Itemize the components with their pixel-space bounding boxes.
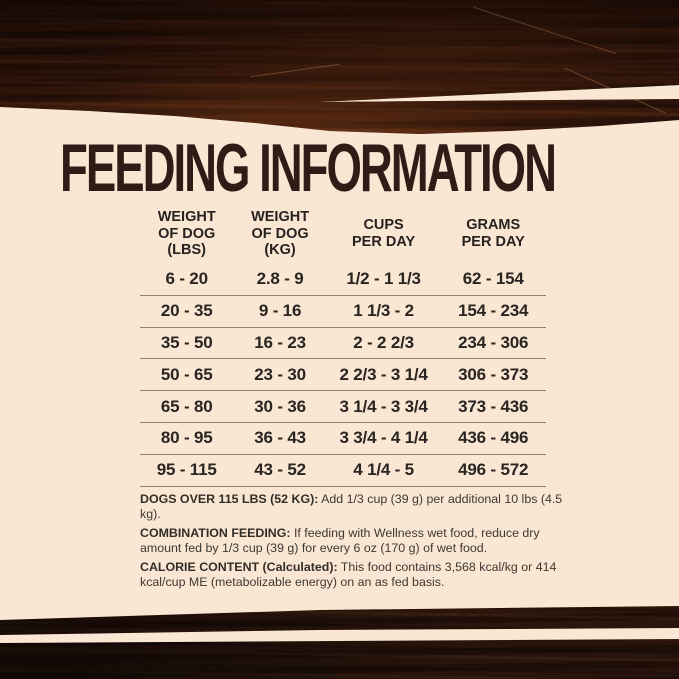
- weight-lbs-value: 50 - 65: [160, 364, 213, 384]
- footnote-text: This food contains 3,568 kcal/kg or 414 …: [140, 559, 557, 589]
- cups-per-day-value: 1 1/3 - 2: [353, 301, 414, 321]
- weight-kg-value: 2.8 - 9: [256, 269, 304, 289]
- weight-lbs-value: 80 - 95: [160, 428, 213, 448]
- table-row: 6 - 20 2.8 - 9 1/2 - 1 1/3 62 - 154: [140, 264, 546, 296]
- cups-per-day-value: 1/2 - 1 1/3: [346, 269, 421, 289]
- col-header-cups-per-day: CUPS PER DAY: [352, 217, 416, 250]
- table-row: 95 - 115 43 - 52 4 1/4 - 5 496 - 572: [140, 455, 546, 487]
- footnote: COMBINATION FEEDING: If feeding with Wel…: [140, 526, 566, 557]
- weight-kg-value: 43 - 52: [254, 460, 306, 480]
- table-row: 65 - 80 30 - 36 3 1/4 - 3 3/4 373 - 436: [140, 391, 546, 423]
- table-row: 20 - 35 9 - 16 1 1/3 - 2 154 - 234: [140, 296, 546, 328]
- weight-kg-value: 9 - 16: [258, 301, 302, 321]
- feeding-table-body: 6 - 20 2.8 - 9 1/2 - 1 1/3 62 - 154 20 -…: [140, 264, 546, 487]
- cups-per-day-value: 3 1/4 - 3 3/4: [339, 396, 428, 416]
- page-title: FEEDING INFORMATION: [60, 130, 557, 206]
- footnote-label: CALORIE CONTENT (Calculated):: [140, 559, 338, 574]
- wood-scratch: [473, 6, 617, 55]
- grams-per-day-value: 154 - 234: [458, 301, 529, 321]
- col-header-weight-lbs: WEIGHT OF DOG (LBS): [157, 208, 216, 259]
- weight-lbs-value: 95 - 115: [156, 460, 217, 480]
- cups-per-day-value: 2 2/3 - 3 1/4: [339, 364, 428, 384]
- cups-per-day-value: 2 - 2 2/3: [353, 332, 414, 352]
- footnote-label: DOGS OVER 115 LBS (52 KG):: [140, 492, 319, 506]
- cups-per-day-value: 4 1/4 - 5: [353, 460, 414, 480]
- table-row: 50 - 65 23 - 30 2 2/3 - 3 1/4 306 - 373: [140, 359, 546, 392]
- footnote-text: Add 1/3 cup (39 g) per additional 10 lbs…: [140, 492, 563, 522]
- weight-kg-value: 30 - 36: [254, 396, 306, 416]
- cups-per-day-value: 3 3/4 - 4 1/4: [339, 428, 428, 448]
- table-row: 80 - 95 36 - 43 3 3/4 - 4 1/4 436 - 496: [140, 423, 546, 455]
- col-header-grams-per-day: GRAMS PER DAY: [461, 217, 525, 250]
- grams-per-day-value: 496 - 572: [458, 460, 529, 480]
- feeding-table: WEIGHT OF DOG (LBS) WEIGHT OF DOG (KG) C…: [140, 204, 546, 487]
- weight-kg-value: 16 - 23: [254, 332, 306, 352]
- wood-scratch: [250, 63, 340, 78]
- grams-per-day-value: 234 - 306: [458, 332, 529, 352]
- footnote-label: COMBINATION FEEDING:: [140, 525, 291, 540]
- grams-per-day-value: 373 - 436: [458, 396, 529, 416]
- footnote-text: If feeding with Wellness wet food, reduc…: [140, 525, 540, 556]
- col-header-weight-kg: WEIGHT OF DOG (KG): [251, 208, 310, 259]
- footnote: DOGS OVER 115 LBS (52 KG): Add 1/3 cup (…: [140, 492, 566, 523]
- weight-kg-value: 23 - 30: [254, 364, 306, 384]
- grams-per-day-value: 62 - 154: [462, 269, 524, 289]
- footnote: CALORIE CONTENT (Calculated): This food …: [140, 560, 566, 591]
- feeding-table-header: WEIGHT OF DOG (LBS) WEIGHT OF DOG (KG) C…: [140, 204, 546, 264]
- grams-per-day-value: 436 - 496: [458, 428, 529, 448]
- weight-lbs-value: 65 - 80: [160, 396, 213, 416]
- weight-lbs-value: 6 - 20: [165, 269, 208, 289]
- wood-scratch: [564, 67, 666, 114]
- weight-lbs-value: 20 - 35: [160, 301, 213, 321]
- table-row: 35 - 50 16 - 23 2 - 2 2/3 234 - 306: [140, 328, 546, 360]
- weight-lbs-value: 35 - 50: [160, 332, 213, 352]
- weight-kg-value: 36 - 43: [254, 428, 306, 448]
- grams-per-day-value: 306 - 373: [458, 364, 529, 384]
- feeding-footnotes: DOGS OVER 115 LBS (52 KG): Add 1/3 cup (…: [140, 492, 566, 593]
